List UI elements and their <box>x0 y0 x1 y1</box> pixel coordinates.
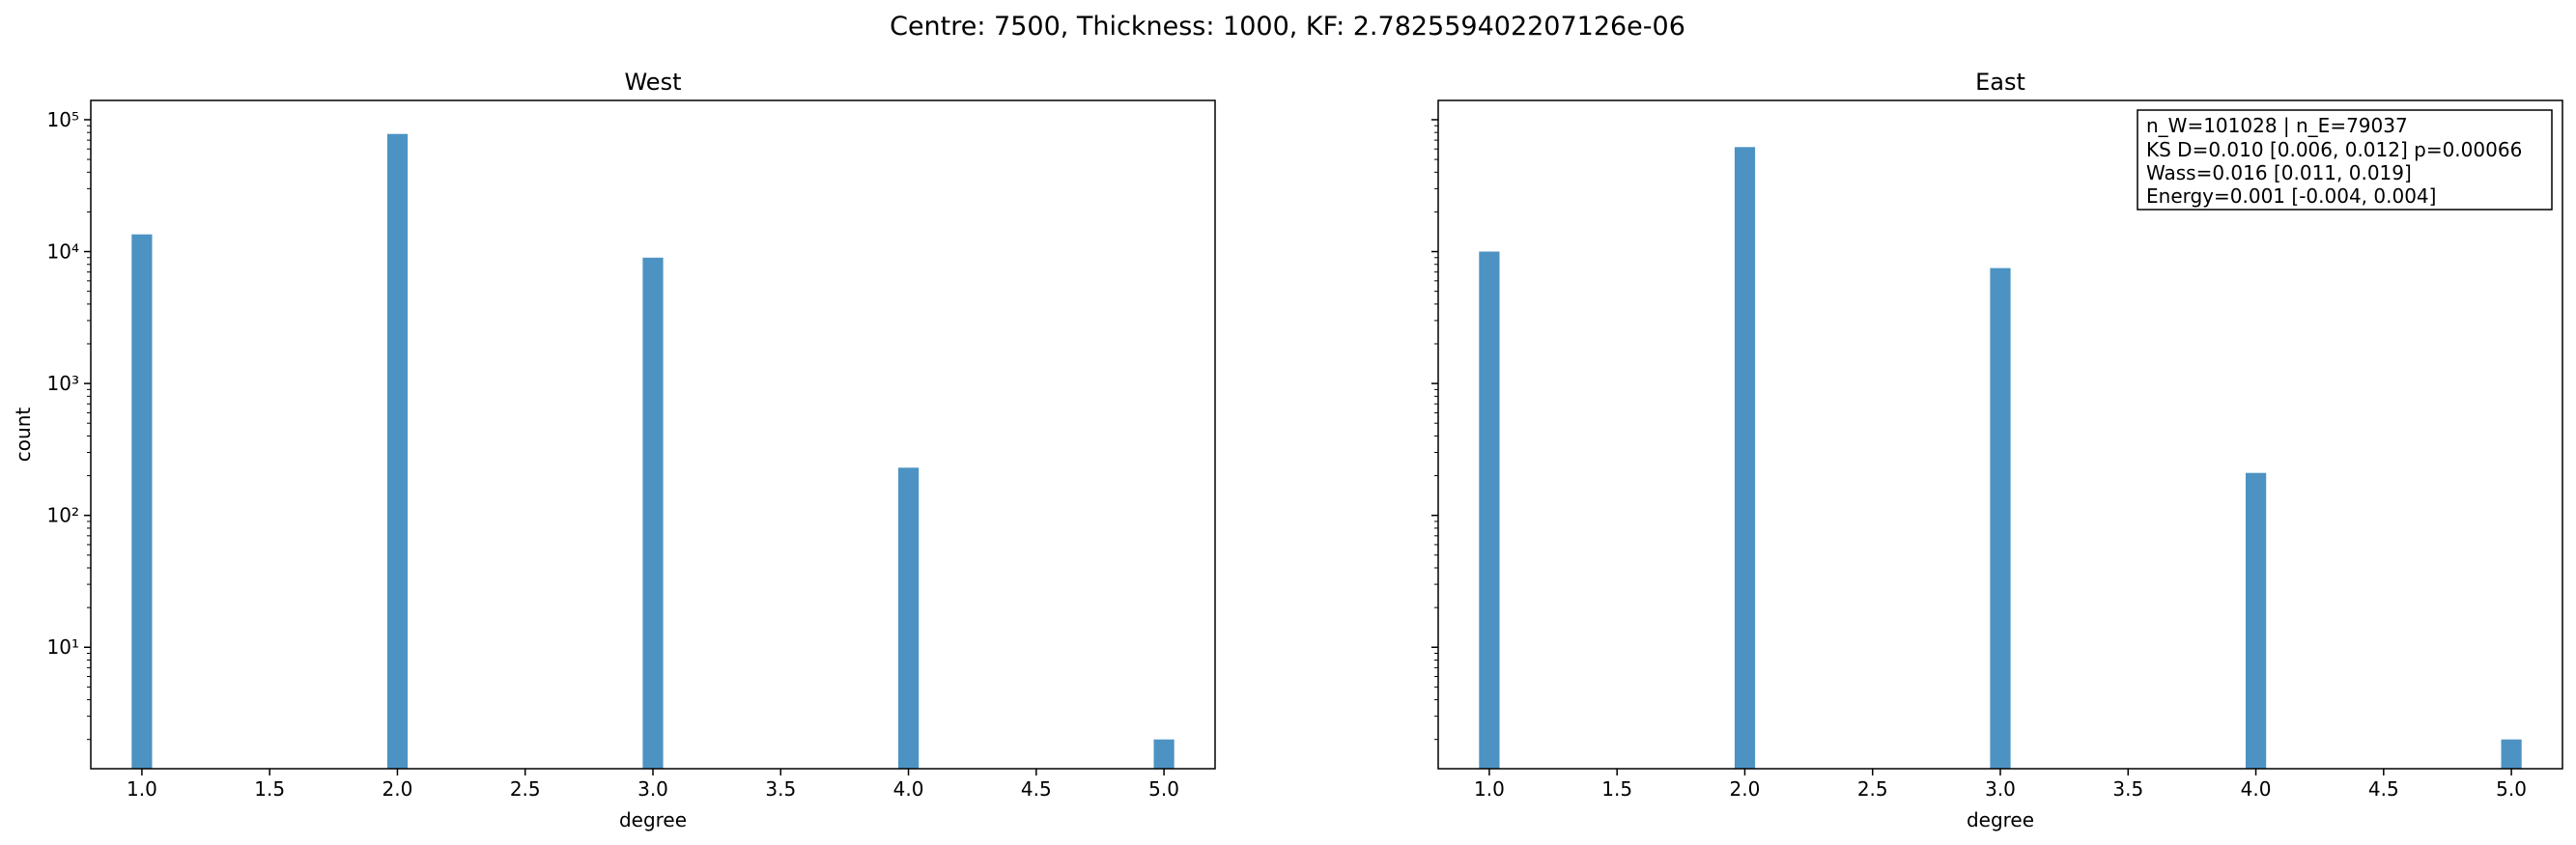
east-bar-degree-4 <box>2246 472 2267 769</box>
west-y-ticks: 10¹ 10² 10³ 10⁴ 10⁵ <box>47 108 91 741</box>
east-bar-degree-5 <box>2501 739 2522 769</box>
east-x-tick-label: 2.5 <box>1857 777 1888 801</box>
west-bar-degree-3 <box>642 257 664 769</box>
stats-line-ks: KS D=0.010 [0.006, 0.012] p=0.00066 <box>2146 138 2522 161</box>
west-bars <box>131 133 1175 769</box>
east-bar-degree-2 <box>1734 147 1756 770</box>
west-x-tick-label: 4.5 <box>1021 777 1052 801</box>
west-ylabel: count <box>12 408 35 463</box>
west-bar-degree-2 <box>386 133 409 769</box>
panel-west: West 1.0 1.5 2.0 2.5 3.0 3.5 4.0 4.5 5.0 10¹10²1… <box>12 69 1216 831</box>
east-x-tick-label: 4.5 <box>2368 777 2399 801</box>
west-y-tick-label: 10² <box>47 504 79 527</box>
west-y-tick-label: 10³ <box>47 372 79 395</box>
west-x-tick-label: 3.5 <box>765 777 796 801</box>
west-bar-degree-4 <box>898 467 920 769</box>
west-title: West <box>624 69 681 96</box>
east-x-tick-label: 3.0 <box>1985 777 2016 801</box>
east-title: East <box>1975 69 2025 96</box>
east-y-ticks <box>1431 119 1438 741</box>
east-bars <box>1479 147 2522 770</box>
east-x-tick-label: 1.5 <box>1601 777 1632 801</box>
figure-suptitle: Centre: 7500, Thickness: 1000, KF: 2.782… <box>890 12 1685 42</box>
east-x-tick-label: 2.0 <box>1730 777 1761 801</box>
west-x-tick-label: 3.0 <box>637 777 668 801</box>
east-stats-box: n_W=101028 | n_E=79037 KS D=0.010 [0.006… <box>2137 109 2553 211</box>
west-xlabel: degree <box>619 808 687 831</box>
west-y-tick-label: 10⁵ <box>47 108 79 131</box>
stats-line-energy: Energy=0.001 [-0.004, 0.004] <box>2146 184 2436 208</box>
west-x-ticks: 1.0 1.5 2.0 2.5 3.0 3.5 4.0 4.5 5.0 <box>127 769 1179 801</box>
east-x-ticks: 1.0 1.5 2.0 2.5 3.0 3.5 4.0 4.5 5.0 <box>1474 769 2527 801</box>
east-xlabel: degree <box>1967 808 2034 831</box>
east-bar-degree-1 <box>1479 251 1500 769</box>
west-bar-degree-5 <box>1153 739 1175 769</box>
west-x-tick-label: 1.5 <box>254 777 285 801</box>
west-x-tick-label: 1.0 <box>127 777 157 801</box>
west-x-tick-label: 2.5 <box>510 777 541 801</box>
west-y-tick-label: 10⁴ <box>47 240 79 264</box>
west-x-tick-label: 5.0 <box>1148 777 1179 801</box>
east-x-tick-label: 1.0 <box>1474 777 1505 801</box>
west-x-tick-label: 2.0 <box>382 777 413 801</box>
stats-line-counts: n_W=101028 | n_E=79037 <box>2146 114 2408 137</box>
panel-east: East 1.0 1.5 2.0 2.5 3.0 3.5 4.0 4.5 5.0 degree … <box>1431 69 2563 831</box>
west-bar-degree-1 <box>131 234 153 769</box>
east-x-tick-label: 5.0 <box>2496 777 2527 801</box>
east-x-tick-label: 3.5 <box>2112 777 2143 801</box>
east-bar-degree-3 <box>1990 268 2011 770</box>
west-y-tick-label: 10¹ <box>47 635 79 659</box>
east-x-tick-label: 4.0 <box>2241 777 2272 801</box>
west-x-tick-label: 4.0 <box>893 777 924 801</box>
east-stats-box-frame <box>2137 109 2553 211</box>
stats-line-wass: Wass=0.016 [0.011, 0.019] <box>2146 161 2412 184</box>
